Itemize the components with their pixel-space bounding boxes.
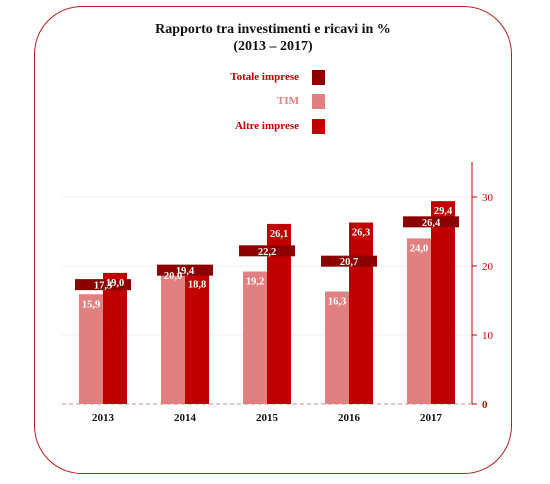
y-tick-label-10: 10 xyxy=(482,330,494,342)
marker-totale-imprese-2016 xyxy=(321,255,377,267)
data-label-tim-2017: 24,0 xyxy=(410,243,428,254)
legend-label-altre-imprese: Altre imprese xyxy=(234,120,299,132)
legend-swatch-totale-imprese xyxy=(312,70,325,85)
data-label-tim-2014: 20,0 xyxy=(164,271,182,282)
marker-totale-imprese-2014 xyxy=(157,264,213,276)
category-label-2017: 2017 xyxy=(420,412,443,424)
bar-altre-imprese-2014 xyxy=(185,274,209,404)
marker-totale-imprese-2017 xyxy=(403,216,459,228)
y-tick-label-0: 0 xyxy=(482,399,488,411)
data-label-altre-imprese-2014: 18,8 xyxy=(188,279,206,290)
bar-tim-2014 xyxy=(161,266,185,404)
legend-item-totale-imprese: Totale imprese xyxy=(155,70,325,86)
y-tick-label-20: 20 xyxy=(482,261,494,273)
chart-frame xyxy=(34,6,512,474)
legend-item-tim: TIM xyxy=(155,94,325,110)
legend-swatch-altre-imprese xyxy=(312,119,325,134)
legend-label-totale-imprese: Totale imprese xyxy=(230,71,299,83)
data-label-altre-imprese-2015: 26,1 xyxy=(270,229,288,240)
data-label-totale-imprese-2015: 22,2 xyxy=(258,247,276,258)
y-tick-label-30: 30 xyxy=(482,192,494,204)
bar-tim-2015 xyxy=(243,271,267,404)
data-label-totale-imprese-2016: 20,7 xyxy=(340,257,358,268)
marker-totale-imprese-2015 xyxy=(239,245,295,257)
legend-item-altre-imprese: Altre imprese xyxy=(155,119,325,135)
legend-label-tim: TIM xyxy=(277,95,299,107)
data-label-altre-imprese-2017: 29,4 xyxy=(434,206,453,217)
category-label-2015: 2015 xyxy=(256,412,279,424)
bar-tim-2017 xyxy=(407,238,431,404)
bar-tim-2016 xyxy=(325,291,349,404)
bar-altre-imprese-2013 xyxy=(103,272,127,404)
chart-title: Rapporto tra investimenti e ricavi in % xyxy=(155,22,391,37)
data-label-altre-imprese-2013: 19,0 xyxy=(106,278,124,289)
data-label-tim-2015: 19,2 xyxy=(246,277,264,288)
bar-tim-2013 xyxy=(79,294,103,404)
data-label-totale-imprese-2017: 26,4 xyxy=(422,218,441,229)
legend-swatch-tim xyxy=(312,94,325,109)
data-label-tim-2013: 15,9 xyxy=(82,299,100,310)
chart-subtitle: (2013 – 2017) xyxy=(233,39,313,54)
bar-altre-imprese-2017 xyxy=(431,201,455,404)
category-label-2013: 2013 xyxy=(92,412,115,424)
data-label-altre-imprese-2016: 26,3 xyxy=(352,228,370,239)
category-label-2014: 2014 xyxy=(174,412,197,424)
data-label-totale-imprese-2013: 17,3 xyxy=(94,281,112,292)
category-label-2016: 2016 xyxy=(338,412,361,424)
data-label-totale-imprese-2014: 19,4 xyxy=(176,266,195,277)
marker-totale-imprese-2013 xyxy=(75,279,131,291)
bar-altre-imprese-2016 xyxy=(349,222,373,404)
data-label-tim-2016: 16,3 xyxy=(328,297,346,308)
